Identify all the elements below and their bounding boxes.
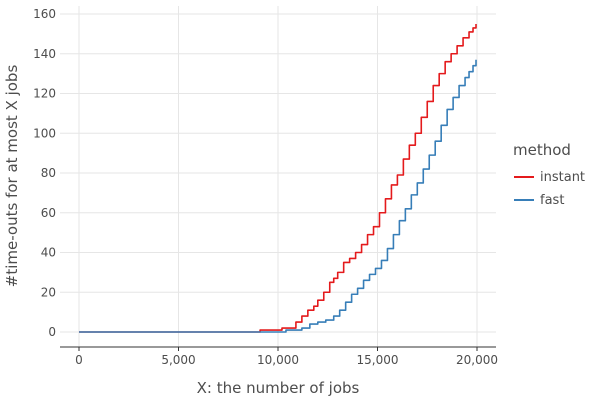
series-line-fast bbox=[79, 59, 477, 333]
x-tick-label: 5,000 bbox=[161, 353, 195, 367]
y-axis-title: #time-outs for at most X jobs bbox=[3, 65, 21, 288]
y-tick-label: 20 bbox=[41, 285, 56, 299]
y-tick-label: 80 bbox=[41, 166, 56, 180]
legend-title: method bbox=[513, 141, 571, 159]
y-tick-label: 160 bbox=[33, 7, 56, 21]
y-tick-label: 100 bbox=[33, 126, 56, 140]
x-axis-title: X: the number of jobs bbox=[197, 379, 360, 397]
legend-items: instant fast bbox=[514, 170, 585, 208]
y-tick-label: 60 bbox=[41, 206, 56, 220]
y-tick-label: 0 bbox=[48, 325, 56, 339]
x-tick-label: 15,000 bbox=[357, 353, 399, 367]
y-tick-label: 120 bbox=[33, 87, 56, 101]
series-line-instant bbox=[79, 23, 477, 333]
y-tick-label: 40 bbox=[41, 246, 56, 260]
legend: method instant fast bbox=[513, 141, 585, 208]
x-tick-label: 10,000 bbox=[257, 353, 299, 367]
x-tick-label: 0 bbox=[75, 353, 83, 367]
legend-label-fast: fast bbox=[540, 193, 564, 208]
legend-label-instant: instant bbox=[540, 170, 585, 185]
y-axis-ticks: 0 20 40 60 80 100 120 140 160 bbox=[33, 7, 56, 339]
y-tick-label: 140 bbox=[33, 47, 56, 61]
x-axis-ticks: 0 5,000 10,000 15,000 20,000 bbox=[75, 347, 498, 367]
x-tick-label: 20,000 bbox=[456, 353, 498, 367]
plot-series bbox=[79, 23, 477, 333]
plot-grid bbox=[60, 6, 496, 347]
